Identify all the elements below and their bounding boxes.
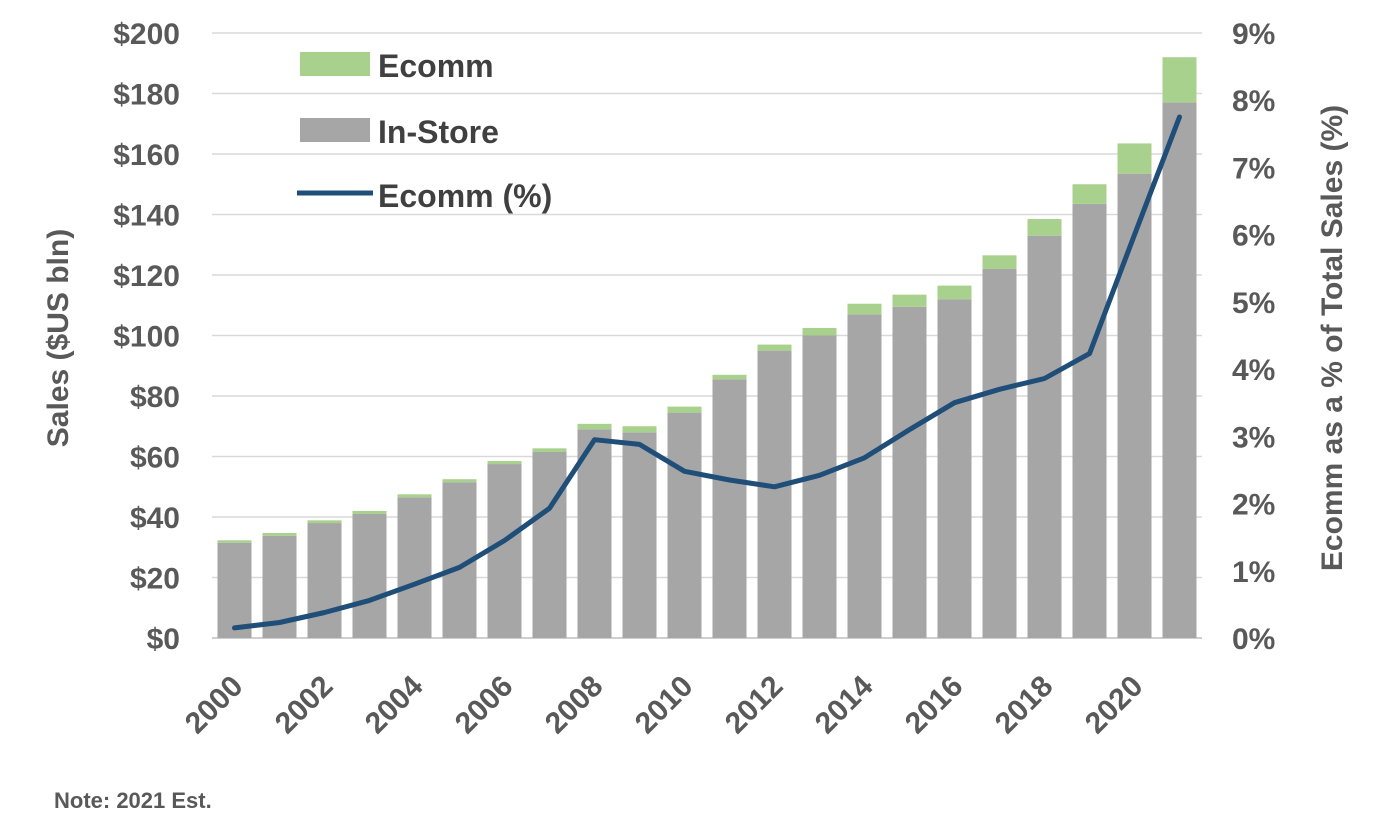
- bar-ecomm: [1027, 219, 1062, 236]
- bar-ecomm: [802, 327, 837, 336]
- bar-ecomm: [622, 426, 657, 433]
- bar-ecomm: [487, 461, 522, 465]
- bar-ecomm: [892, 294, 927, 307]
- right-tick-label: 2%: [1232, 489, 1275, 522]
- bar-ecomm: [262, 533, 297, 536]
- left-tick-label: $0: [147, 623, 180, 656]
- bar-instore: [307, 523, 342, 638]
- bar-instore: [397, 497, 432, 638]
- bar-instore: [352, 513, 387, 638]
- legend: Ecomm In-Store Ecomm (%): [297, 48, 552, 214]
- right-tick-label: 3%: [1232, 421, 1275, 454]
- bar-ecomm: [352, 510, 387, 514]
- bar-ecomm: [847, 303, 882, 315]
- right-axis-ticks: 0% 1% 2% 3% 4% 5% 6% 7% 8% 9%: [1232, 18, 1275, 656]
- ecomm-percent-line-layer: [232, 114, 1182, 631]
- bar-instore: [532, 451, 567, 638]
- bars: [217, 57, 1197, 639]
- bar-instore: [217, 542, 252, 638]
- left-axis-ticks: $0 $20 $40 $60 $80 $100 $120 $140 $160 $180 $200: [113, 18, 180, 656]
- left-tick-label: $180: [113, 79, 180, 112]
- bar-ecomm: [217, 540, 252, 543]
- right-tick-label: 6%: [1232, 220, 1275, 253]
- bar-instore: [802, 335, 837, 638]
- right-tick-label: 9%: [1232, 18, 1275, 51]
- left-tick-label: $120: [113, 260, 180, 293]
- bar-instore: [667, 412, 702, 638]
- bar-instore: [892, 306, 927, 638]
- left-tick-label: $200: [113, 18, 180, 51]
- x-tick-label: 2010: [629, 670, 700, 741]
- bar-instore: [847, 314, 882, 638]
- bar-instore: [577, 429, 612, 638]
- x-tick-label: 2006: [449, 670, 520, 741]
- bar-instore: [1072, 203, 1107, 638]
- bar-instore: [757, 350, 792, 638]
- x-axis-ticks: 2000 2002 2004 2006 2008 2010 2012 2014 2016 2018…: [179, 669, 1150, 740]
- bar-ecomm: [982, 255, 1017, 269]
- bar-instore: [937, 299, 972, 638]
- right-tick-label: 5%: [1232, 287, 1275, 320]
- x-tick-label: 2020: [1079, 670, 1150, 741]
- legend-label-ecomm-pct: Ecomm (%): [378, 178, 552, 214]
- bar-ecomm: [937, 285, 972, 300]
- bar-ecomm: [577, 423, 612, 430]
- bar-instore: [1117, 173, 1152, 638]
- left-axis-title: Sales ($US bln): [42, 229, 75, 447]
- x-tick-label: 2004: [359, 669, 430, 740]
- bar-instore: [622, 432, 657, 638]
- left-tick-label: $100: [113, 321, 180, 354]
- ecomm-percent-line: [232, 114, 1182, 631]
- x-tick-label: 2002: [269, 670, 340, 741]
- left-tick-label: $140: [113, 200, 180, 233]
- x-tick-label: 2012: [719, 670, 790, 741]
- left-tick-label: $160: [113, 139, 180, 172]
- legend-label-ecomm: Ecomm: [378, 48, 494, 84]
- left-tick-label: $40: [130, 502, 180, 535]
- bar-instore: [487, 464, 522, 638]
- bar-instore: [1162, 102, 1197, 638]
- left-tick-label: $60: [130, 442, 180, 475]
- left-tick-label: $80: [130, 381, 180, 414]
- x-tick-label: 2014: [809, 669, 880, 740]
- bar-ecomm: [1072, 184, 1107, 204]
- bar-instore: [1027, 235, 1062, 639]
- x-tick-label: 2000: [179, 670, 250, 741]
- x-tick-label: 2008: [539, 670, 610, 741]
- right-tick-label: 7%: [1232, 152, 1275, 185]
- x-tick-label: 2016: [899, 670, 970, 741]
- bar-ecomm: [442, 479, 477, 483]
- bar-instore: [712, 379, 747, 638]
- legend-swatch-instore: [300, 118, 370, 142]
- right-tick-label: 1%: [1232, 556, 1275, 589]
- bar-ecomm: [1162, 57, 1197, 103]
- bar-ecomm: [532, 448, 567, 452]
- right-tick-label: 0%: [1232, 623, 1275, 656]
- bar-ecomm: [757, 344, 792, 351]
- bar-ecomm: [307, 520, 342, 524]
- left-tick-label: $20: [130, 563, 180, 596]
- bar-ecomm: [1117, 143, 1152, 174]
- bar-ecomm: [397, 494, 432, 498]
- bar-ecomm: [712, 374, 747, 380]
- right-axis-title: Ecomm as a % of Total Sales (%): [1316, 105, 1349, 571]
- x-tick-label: 2018: [989, 670, 1060, 741]
- right-tick-label: 4%: [1232, 354, 1275, 387]
- right-tick-label: 8%: [1232, 85, 1275, 118]
- bar-ecomm: [667, 406, 702, 413]
- legend-swatch-ecomm: [300, 52, 370, 76]
- bar-instore: [982, 268, 1017, 638]
- legend-label-instore: In-Store: [378, 114, 499, 150]
- footnote: Note: 2021 Est.: [54, 788, 212, 813]
